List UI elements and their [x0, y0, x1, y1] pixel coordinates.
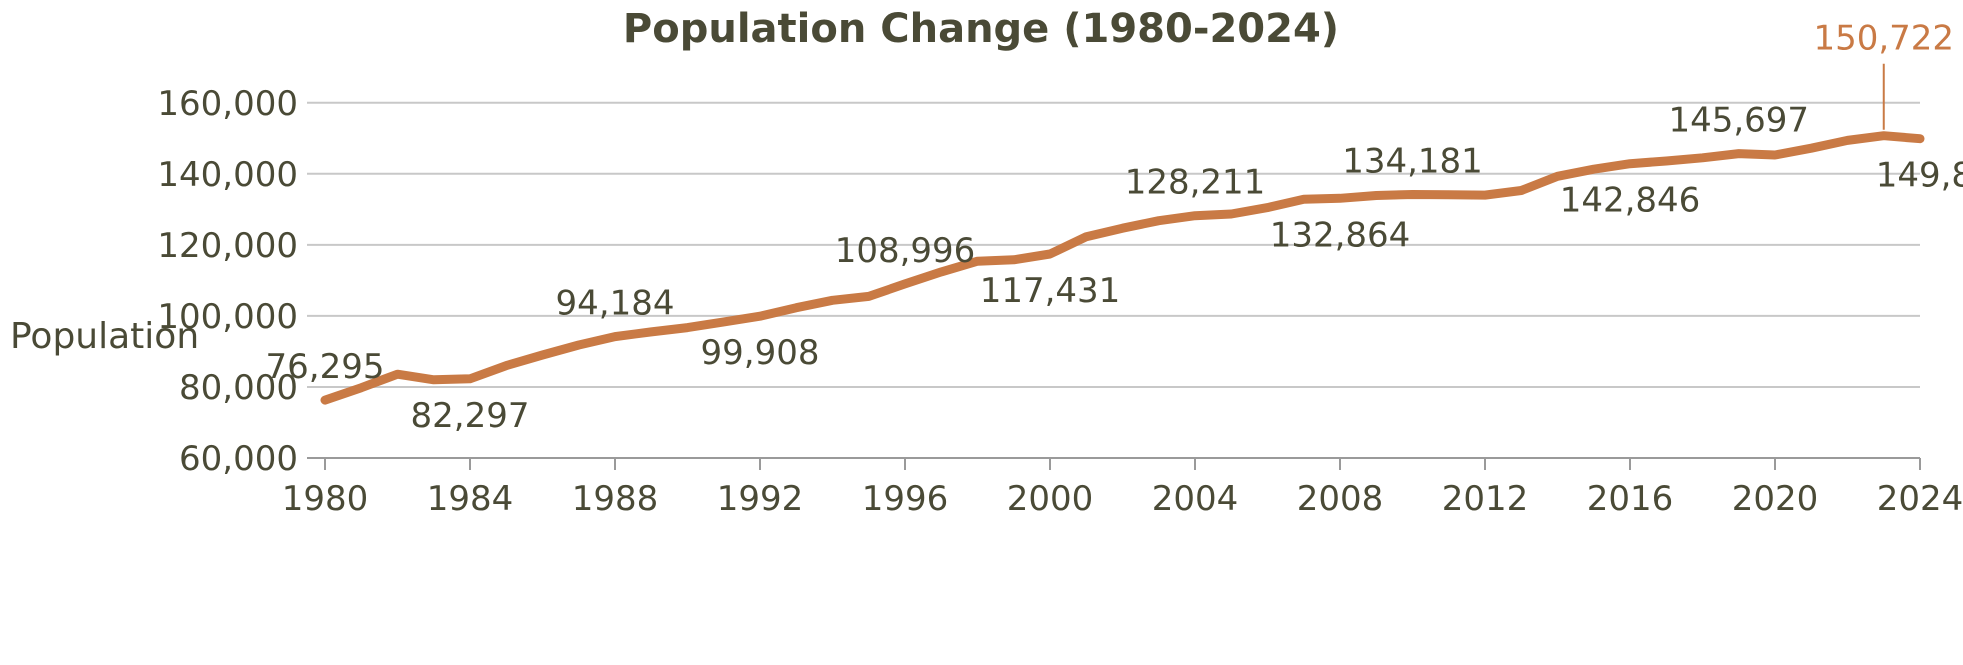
x-tick-label: 1996: [862, 479, 949, 519]
data-label: 94,184: [556, 284, 675, 324]
y-tick-label: 80,000: [179, 368, 298, 408]
x-tick-label: 2004: [1152, 479, 1239, 519]
y-tick-label: 160,000: [157, 84, 298, 124]
x-tick-label: 2024: [1877, 479, 1963, 519]
x-tick-label: 1992: [717, 479, 804, 519]
x-tick-label: 2016: [1587, 479, 1674, 519]
data-label-highlight: 150,722: [1813, 19, 1954, 59]
y-tick-label: 60,000: [179, 439, 298, 479]
y-tick-label: 120,000: [157, 226, 298, 266]
data-label: 76,295: [266, 347, 385, 387]
x-tick-label: 2020: [1732, 479, 1819, 519]
series-line-population: [320, 131, 1925, 405]
x-tick-label: 1984: [427, 479, 514, 519]
y-tick-label: 140,000: [157, 155, 298, 195]
data-label: 134,181: [1342, 141, 1483, 181]
data-label: 82,297: [411, 396, 530, 436]
data-label: 99,908: [701, 333, 820, 373]
data-label: 132,864: [1270, 215, 1411, 255]
x-tick-label: 1980: [282, 479, 369, 519]
data-label: 117,431: [980, 271, 1121, 311]
x-tick-label: 2000: [1007, 479, 1094, 519]
y-axis-title: Population: [10, 316, 199, 357]
x-tick-label: 2012: [1442, 479, 1529, 519]
gridlines: [307, 101, 1920, 459]
x-tick-label: 1988: [572, 479, 659, 519]
y-axis-ticks: 60,000 80,000 100,000 120,000 140,000 160,000: [157, 84, 298, 479]
x-axis-ticks: 1980 1984 1988 1992 1996 2000 2004 2008 2012 2016…: [282, 458, 1963, 519]
data-label: 142,846: [1560, 181, 1701, 221]
y-tick-label: 100,000: [157, 297, 298, 337]
data-label: 145,697: [1668, 101, 1809, 141]
data-label: 149,875: [1876, 156, 1963, 196]
data-label: 128,211: [1125, 163, 1266, 203]
x-tick-label: 2008: [1297, 479, 1384, 519]
series-layer: [320, 131, 1925, 405]
chart-title: Population Change (1980-2024): [623, 6, 1339, 52]
data-label: 108,996: [835, 231, 976, 271]
